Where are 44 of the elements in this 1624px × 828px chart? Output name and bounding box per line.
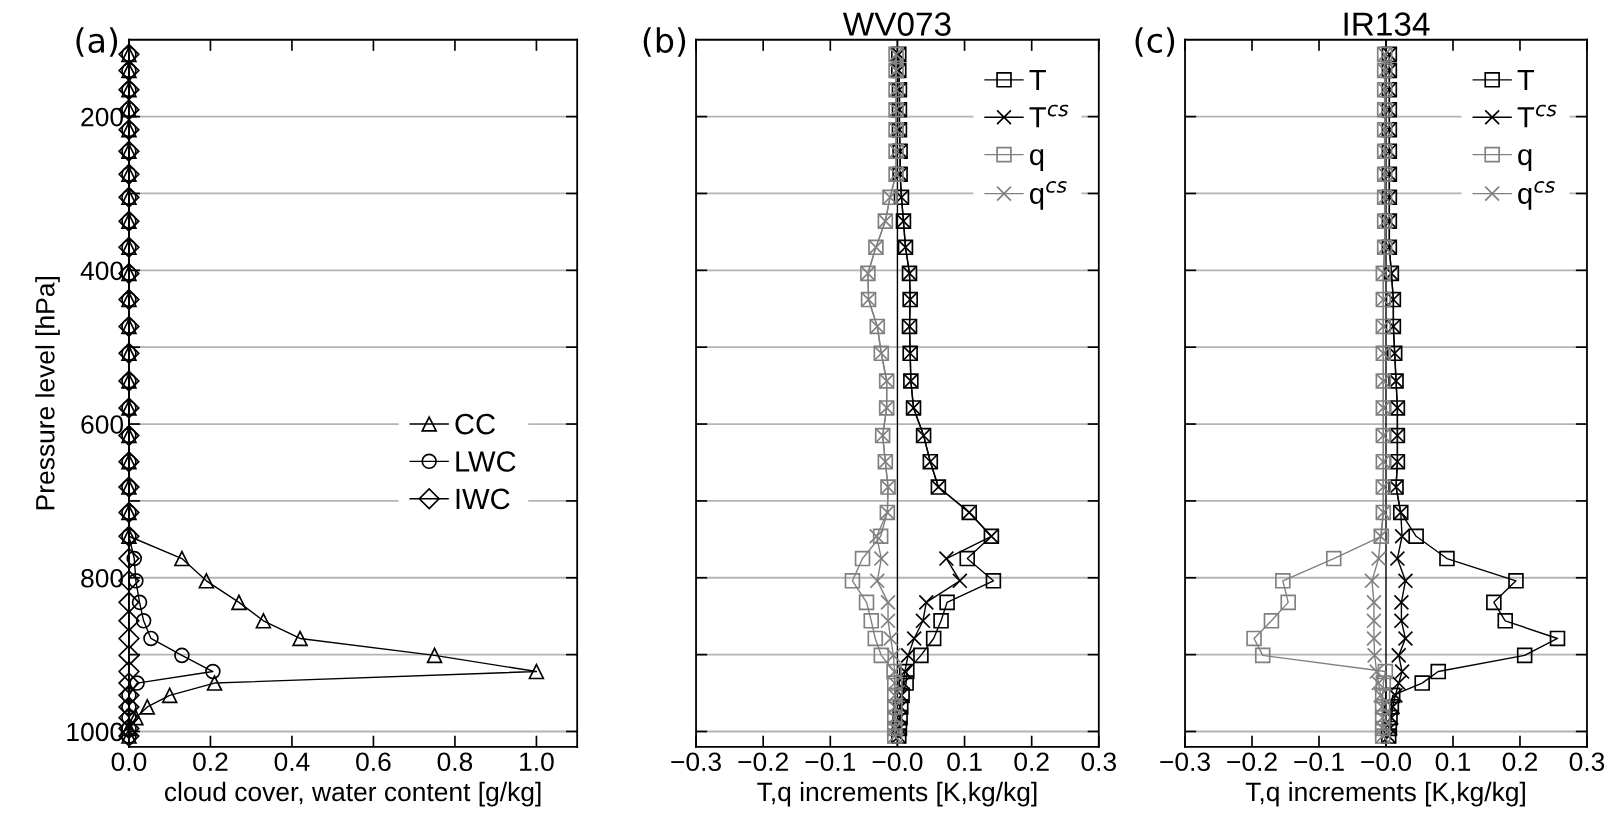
legend-label: T$^{cs}$ bbox=[1517, 104, 1557, 128]
x-axis-title: cloud cover, water content [g/kg] bbox=[164, 781, 541, 807]
x-axis-title: T,q increments [K,kg/kg] bbox=[757, 781, 1037, 807]
x-tick-label: 0.4 bbox=[274, 752, 310, 772]
x-tick-label: 0.6 bbox=[356, 752, 391, 772]
x-axis-title: T,q increments [K,kg/kg] bbox=[1245, 781, 1525, 807]
x-tick-label: −0.2 bbox=[738, 752, 788, 772]
text: (c) bbox=[1135, 27, 1175, 57]
x-tick-label: 0.8 bbox=[437, 752, 473, 772]
legend-label: q$^{cs}$ bbox=[1518, 181, 1555, 210]
legend-label: q$^{cs}$ bbox=[1030, 181, 1067, 210]
x-tick-label: 0.2 bbox=[193, 752, 228, 772]
x-tick-label: 0.2 bbox=[1014, 752, 1049, 772]
x-tick-label: −0.1 bbox=[805, 752, 856, 772]
x-tick-label: −0.2 bbox=[1227, 752, 1277, 772]
legend-label: CC bbox=[455, 413, 495, 435]
chart-title: WV073 bbox=[842, 12, 951, 36]
x-tick-label: 0.1 bbox=[947, 752, 982, 772]
x-tick-label: 0.3 bbox=[1081, 752, 1116, 772]
y-tick-label: 800 bbox=[81, 568, 124, 588]
x-tick-label: 0.3 bbox=[1569, 752, 1605, 772]
x-tick-label: −0.0 bbox=[872, 752, 923, 772]
y-tick-label: 200 bbox=[81, 107, 124, 127]
y-tick-label: 600 bbox=[81, 415, 124, 434]
text: (a) bbox=[76, 27, 118, 57]
y-tick-label: 400 bbox=[80, 261, 124, 281]
chart-title: IR134 bbox=[1344, 12, 1430, 36]
legend-label: LWC bbox=[456, 451, 516, 472]
x-tick-label: 0.2 bbox=[1502, 752, 1537, 772]
x-tick-label: −0.3 bbox=[671, 752, 721, 772]
text: (b) bbox=[643, 27, 686, 57]
x-tick-label: −0.1 bbox=[1294, 752, 1344, 772]
x-tick-label: 1.0 bbox=[520, 752, 554, 772]
x-tick-label: −0.0 bbox=[1361, 752, 1412, 772]
legend-label: T bbox=[1517, 69, 1535, 91]
x-tick-label: −0.3 bbox=[1160, 752, 1210, 772]
legend-label: T bbox=[1029, 69, 1046, 91]
y-axis-title: Pressure level [hPa] bbox=[35, 277, 60, 510]
x-tick-label: 0.1 bbox=[1435, 752, 1471, 772]
legend-label: q bbox=[1030, 149, 1044, 171]
x-tick-label: 0.0 bbox=[111, 752, 147, 772]
legend-label: T$^{cs}$ bbox=[1029, 104, 1069, 128]
legend-label: q bbox=[1518, 149, 1532, 171]
legend-label: IWC bbox=[456, 488, 510, 510]
